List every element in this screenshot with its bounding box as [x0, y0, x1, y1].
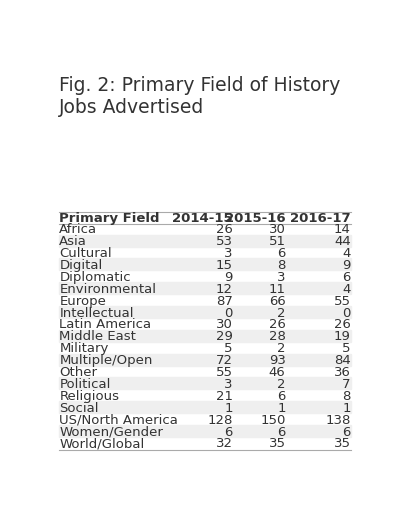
Bar — [59, 425, 351, 437]
Text: 2016-17: 2016-17 — [290, 212, 351, 225]
Text: Cultural: Cultural — [59, 247, 112, 260]
Text: 128: 128 — [208, 414, 233, 426]
Text: 93: 93 — [269, 354, 286, 367]
Text: 55: 55 — [334, 295, 351, 307]
Text: Digital: Digital — [59, 259, 102, 272]
Text: 2: 2 — [277, 342, 286, 355]
Text: 35: 35 — [334, 437, 351, 451]
Text: 7: 7 — [342, 378, 351, 391]
Text: 2014-15: 2014-15 — [172, 212, 233, 225]
Text: 84: 84 — [334, 354, 351, 367]
Text: 11: 11 — [269, 283, 286, 296]
Text: Primary Field: Primary Field — [59, 212, 160, 225]
Text: 14: 14 — [334, 224, 351, 236]
Text: 8: 8 — [342, 390, 351, 403]
Text: 35: 35 — [269, 437, 286, 451]
Text: 26: 26 — [269, 318, 286, 332]
Text: 3: 3 — [277, 271, 286, 284]
Text: 0: 0 — [342, 306, 351, 319]
Text: 2: 2 — [277, 306, 286, 319]
Text: 32: 32 — [216, 437, 233, 451]
Text: 3: 3 — [224, 247, 233, 260]
Text: 0: 0 — [224, 306, 233, 319]
Text: 51: 51 — [269, 235, 286, 248]
Text: 53: 53 — [216, 235, 233, 248]
Text: 3: 3 — [224, 378, 233, 391]
Text: 66: 66 — [269, 295, 286, 307]
Text: Latin America: Latin America — [59, 318, 152, 332]
Text: 26: 26 — [216, 224, 233, 236]
Text: 30: 30 — [269, 224, 286, 236]
Text: 5: 5 — [224, 342, 233, 355]
Bar — [59, 377, 351, 389]
Text: 5: 5 — [342, 342, 351, 355]
Text: Intellectual: Intellectual — [59, 306, 134, 319]
Text: Asia: Asia — [59, 235, 87, 248]
Text: 28: 28 — [269, 330, 286, 344]
Text: Religious: Religious — [59, 390, 119, 403]
Text: 6: 6 — [277, 247, 286, 260]
Text: 30: 30 — [216, 318, 233, 332]
Text: Multiple/Open: Multiple/Open — [59, 354, 153, 367]
Text: Europe: Europe — [59, 295, 106, 307]
Text: Fig. 2: Primary Field of History
Jobs Advertised: Fig. 2: Primary Field of History Jobs Ad… — [59, 76, 341, 117]
Text: 6: 6 — [342, 271, 351, 284]
Text: 150: 150 — [260, 414, 286, 426]
Text: World/Global: World/Global — [59, 437, 144, 451]
Bar — [59, 330, 351, 342]
Text: 1: 1 — [224, 402, 233, 415]
Text: US/North America: US/North America — [59, 414, 178, 426]
Bar — [59, 235, 351, 247]
Text: 72: 72 — [216, 354, 233, 367]
Text: 2: 2 — [277, 378, 286, 391]
Text: Environmental: Environmental — [59, 283, 156, 296]
Text: 55: 55 — [216, 366, 233, 379]
Bar — [59, 401, 351, 413]
Text: Other: Other — [59, 366, 97, 379]
Text: 8: 8 — [277, 259, 286, 272]
Text: 29: 29 — [216, 330, 233, 344]
Text: Middle East: Middle East — [59, 330, 136, 344]
Text: Political: Political — [59, 378, 111, 391]
Text: 26: 26 — [334, 318, 351, 332]
Text: 15: 15 — [216, 259, 233, 272]
Text: 44: 44 — [334, 235, 351, 248]
Text: 9: 9 — [224, 271, 233, 284]
Text: 12: 12 — [216, 283, 233, 296]
Text: 6: 6 — [224, 425, 233, 438]
Bar — [59, 354, 351, 366]
Text: Africa: Africa — [59, 224, 98, 236]
Text: 1: 1 — [342, 402, 351, 415]
Text: 6: 6 — [277, 425, 286, 438]
Text: 6: 6 — [277, 390, 286, 403]
Text: 6: 6 — [342, 425, 351, 438]
Text: 2015-16: 2015-16 — [225, 212, 286, 225]
Text: Social: Social — [59, 402, 99, 415]
Text: 4: 4 — [342, 283, 351, 296]
Text: 1: 1 — [277, 402, 286, 415]
Text: 19: 19 — [334, 330, 351, 344]
Text: 21: 21 — [216, 390, 233, 403]
Text: 46: 46 — [269, 366, 286, 379]
Text: 36: 36 — [334, 366, 351, 379]
Bar — [59, 306, 351, 318]
Bar — [59, 259, 351, 270]
Text: 138: 138 — [325, 414, 351, 426]
Text: Diplomatic: Diplomatic — [59, 271, 131, 284]
Text: 87: 87 — [216, 295, 233, 307]
Text: 9: 9 — [342, 259, 351, 272]
Text: 4: 4 — [342, 247, 351, 260]
Text: Military: Military — [59, 342, 109, 355]
Text: Women/Gender: Women/Gender — [59, 425, 163, 438]
Bar — [59, 282, 351, 294]
